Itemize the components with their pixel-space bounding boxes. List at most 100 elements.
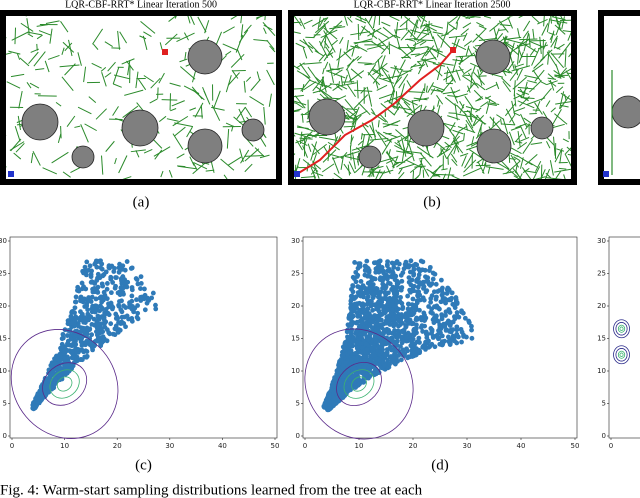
tree-branch xyxy=(299,18,306,30)
sample-point xyxy=(377,357,383,363)
tree-branch xyxy=(101,72,107,87)
tree-branch xyxy=(437,105,441,115)
tree-branch xyxy=(337,134,342,141)
y-tick-label: 10 xyxy=(0,367,7,375)
tree-branch xyxy=(174,16,177,19)
sample-point xyxy=(402,262,408,267)
tree-branch xyxy=(243,24,252,34)
tree-branch xyxy=(558,167,567,170)
sample-point xyxy=(64,362,70,368)
tree-branch xyxy=(469,16,481,18)
sample-point xyxy=(365,306,371,312)
tree-branch xyxy=(523,117,532,124)
tree-branch xyxy=(340,156,344,170)
sample-point xyxy=(352,260,358,265)
sample-point xyxy=(396,318,402,324)
tree-branch xyxy=(413,19,419,35)
tree-branch xyxy=(375,169,381,179)
tree-branch xyxy=(357,23,360,41)
tree-branch xyxy=(61,47,65,55)
tree-branch xyxy=(475,131,483,139)
tree-branch xyxy=(463,40,473,47)
tree-branch xyxy=(164,33,178,46)
sample-point xyxy=(422,343,428,349)
tree-branch xyxy=(452,129,464,135)
tree-branch xyxy=(353,94,369,109)
sample-point xyxy=(364,297,370,302)
sample-point xyxy=(327,394,333,400)
tree-branch xyxy=(448,23,458,30)
contour xyxy=(336,361,382,407)
tree-branch xyxy=(17,53,21,60)
tree-branch xyxy=(428,20,430,30)
sample-point xyxy=(134,297,139,303)
plot-frame xyxy=(608,236,640,439)
tree-branch xyxy=(320,29,338,39)
tree-branch xyxy=(411,100,416,115)
sample-point xyxy=(453,295,459,300)
tree-branch xyxy=(553,136,556,156)
y-tick-label: 5 xyxy=(602,400,606,408)
tree-branch xyxy=(107,61,116,72)
tree-branch xyxy=(533,56,546,69)
sample-point xyxy=(115,290,121,296)
tree-branch xyxy=(531,16,541,24)
tree-branch xyxy=(510,154,520,168)
tree-branch xyxy=(544,168,551,179)
tree-branch xyxy=(393,65,400,74)
sample-point xyxy=(124,259,130,264)
tree-branch xyxy=(451,75,454,82)
tree-branch xyxy=(359,25,366,36)
sample-point xyxy=(93,338,99,344)
sample-point xyxy=(113,316,119,321)
tree-branch xyxy=(14,126,21,142)
tree-branch xyxy=(179,58,188,63)
sample-point xyxy=(110,304,116,310)
tree-branch xyxy=(244,148,260,162)
tree-branch xyxy=(385,165,391,175)
sample-point xyxy=(385,357,391,363)
tree-branch xyxy=(553,37,558,49)
sample-point xyxy=(358,349,364,355)
tree-branch xyxy=(143,31,152,37)
tree-branch xyxy=(299,62,311,79)
sample-point xyxy=(394,300,400,306)
sample-point xyxy=(138,286,143,291)
tree-branch xyxy=(345,58,355,71)
tree-branch xyxy=(312,153,318,163)
tree-branch xyxy=(321,163,335,173)
sample-point xyxy=(430,333,436,339)
sample-point xyxy=(364,372,369,377)
tree-branch xyxy=(397,46,412,59)
sample-point xyxy=(376,259,382,265)
tree-branch xyxy=(361,25,378,40)
sample-point xyxy=(343,360,349,366)
sample-point xyxy=(378,267,384,273)
tree-branch xyxy=(240,149,250,164)
sample-point xyxy=(401,330,407,335)
sample-point xyxy=(361,353,367,359)
tree-branch xyxy=(346,39,349,51)
tree-branch xyxy=(416,57,437,63)
contour xyxy=(42,362,88,406)
sample-point xyxy=(362,314,368,320)
sample-point xyxy=(398,334,404,340)
tree-branch xyxy=(554,113,568,125)
tree-branch xyxy=(515,170,522,179)
sample-point xyxy=(129,293,135,299)
sample-point xyxy=(76,287,82,293)
tree-branch xyxy=(307,66,320,83)
tree-branch xyxy=(318,83,333,93)
sample-point xyxy=(406,275,412,280)
tree-branch xyxy=(521,167,532,179)
tree-branch xyxy=(550,35,559,48)
tree-branch xyxy=(453,142,458,155)
tree-branch xyxy=(126,60,134,71)
tree-branch xyxy=(230,16,238,20)
tree-branch xyxy=(537,18,548,25)
tree-branch xyxy=(77,106,92,115)
tree-branch xyxy=(513,175,521,179)
sample-point xyxy=(62,348,67,354)
sample-point xyxy=(426,344,432,350)
sample-point xyxy=(60,335,66,341)
